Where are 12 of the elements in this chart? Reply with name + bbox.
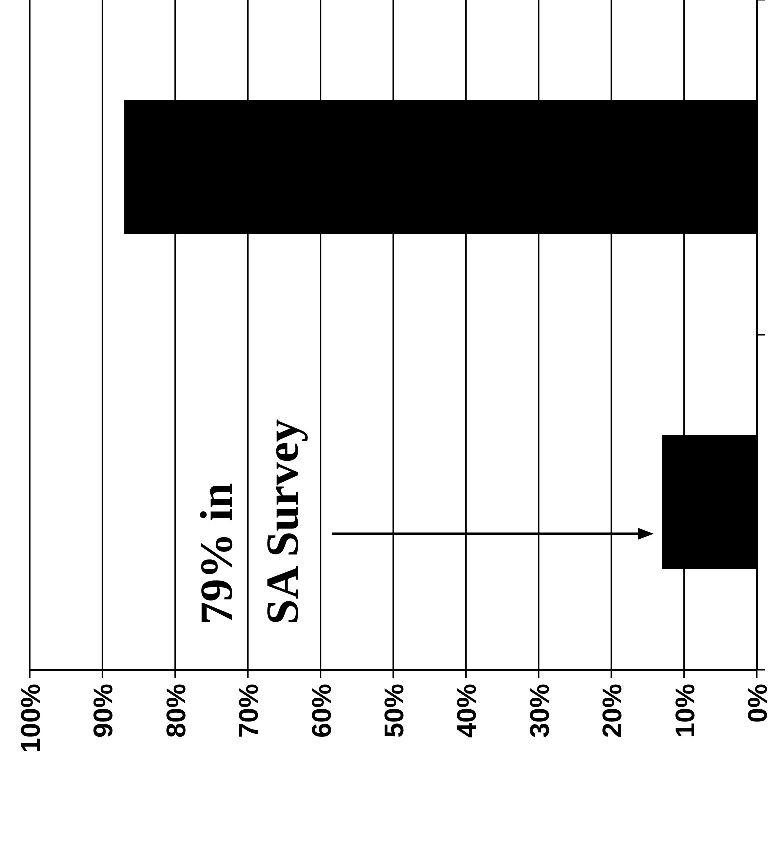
- x-tick-label: 60%: [306, 684, 337, 738]
- x-tick-label: 10%: [670, 684, 700, 738]
- x-tick-label: 100%: [16, 684, 46, 754]
- x-tick-label: 90%: [88, 684, 119, 738]
- x-tick-label: 80%: [161, 684, 192, 738]
- x-tick-label: 40%: [452, 684, 482, 738]
- x-tick-label: 30%: [524, 684, 555, 738]
- annotation: 79% in SA Survey: [191, 419, 308, 625]
- x-tick-label: 0%: [743, 684, 773, 724]
- x-tick-label: 50%: [380, 684, 410, 738]
- x-tick-label: 70%: [234, 684, 264, 738]
- x-tick-label: 20%: [598, 684, 628, 738]
